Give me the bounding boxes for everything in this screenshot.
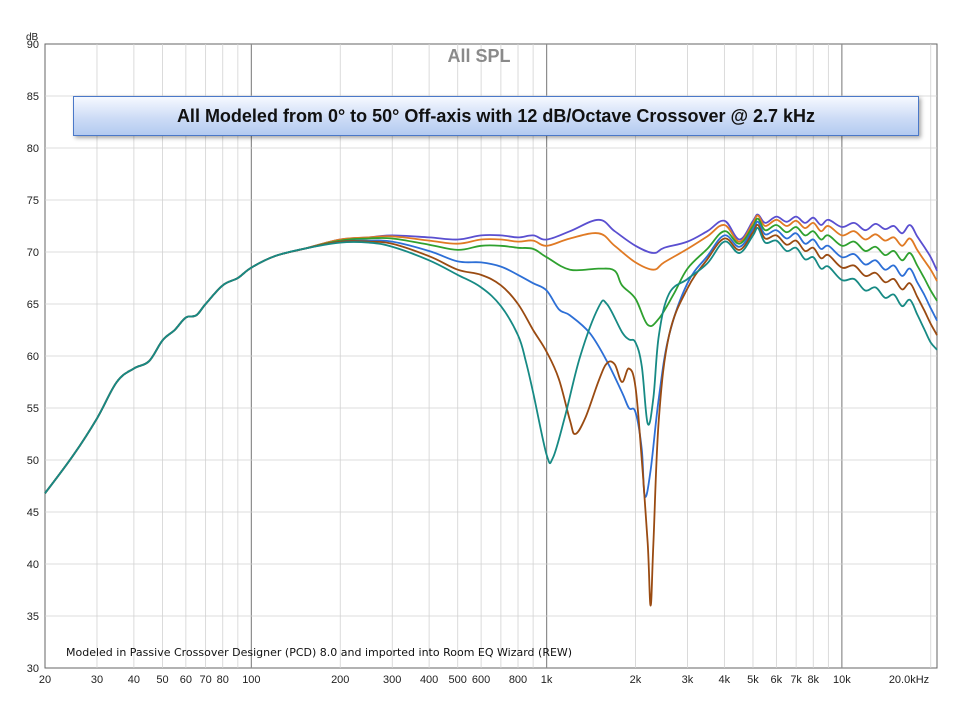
y-tick-label: 40 <box>27 559 39 571</box>
y-tick-label: 45 <box>27 507 39 519</box>
x-tick-label: 100 <box>242 674 260 686</box>
x-tick-label: 500 <box>449 674 467 686</box>
chart-banner: All Modeled from 0° to 50° Off-axis with… <box>73 96 919 136</box>
y-tick-label: 55 <box>27 403 39 415</box>
x-tick-label: 7k <box>790 674 802 686</box>
y-tick-label: 35 <box>27 611 39 623</box>
x-tick-label: 60 <box>180 674 192 686</box>
x-tick-label: 2k <box>630 674 642 686</box>
chart-banner-text: All Modeled from 0° to 50° Off-axis with… <box>176 105 816 126</box>
x-tick-label: 8k <box>807 674 819 686</box>
y-tick-label: 80 <box>27 143 39 155</box>
y-tick-label: 75 <box>27 195 39 207</box>
y-tick-label: 90 <box>27 39 39 51</box>
x-tick-label: 30 <box>91 674 103 686</box>
y-tick-label: 70 <box>27 247 39 259</box>
chart-footnote: Modeled in Passive Crossover Designer (P… <box>66 646 573 659</box>
x-tick-label: 20.0kHz <box>889 674 929 686</box>
series-lines <box>44 213 938 607</box>
grid-lines <box>45 44 937 668</box>
x-tick-label: 200 <box>331 674 349 686</box>
y-tick-label: 65 <box>27 299 39 311</box>
x-tick-label: 80 <box>217 674 229 686</box>
x-axis-ticks: 20 30 40 50 60 70 80 100 200 300 400 500 600 800 1k 2k 3… <box>39 674 929 686</box>
series-line-50deg <box>44 226 938 494</box>
x-tick-label: 10k <box>833 674 851 686</box>
x-tick-label: 70 <box>200 674 212 686</box>
x-tick-label: 6k <box>771 674 783 686</box>
x-tick-label: 3k <box>682 674 694 686</box>
x-tick-label: 4k <box>719 674 731 686</box>
x-tick-label: 40 <box>128 674 140 686</box>
x-tick-label: 400 <box>420 674 438 686</box>
y-tick-label: 60 <box>27 351 39 363</box>
x-tick-label: 20 <box>39 674 51 686</box>
y-tick-label: 85 <box>27 91 39 103</box>
y-tick-label: 50 <box>27 455 39 467</box>
y-axis-ticks: 30 35 40 45 50 55 60 65 70 75 80 85 90 <box>27 39 39 675</box>
x-tick-label: 300 <box>383 674 401 686</box>
x-tick-label: 1k <box>541 674 553 686</box>
y-tick-label: 30 <box>27 663 39 675</box>
x-tick-label: 5k <box>747 674 759 686</box>
y-axis-unit-label: dB <box>26 32 39 43</box>
x-tick-label: 800 <box>509 674 527 686</box>
x-tick-label: 600 <box>472 674 490 686</box>
chart-title: All SPL <box>447 46 510 66</box>
x-tick-label: 50 <box>156 674 168 686</box>
